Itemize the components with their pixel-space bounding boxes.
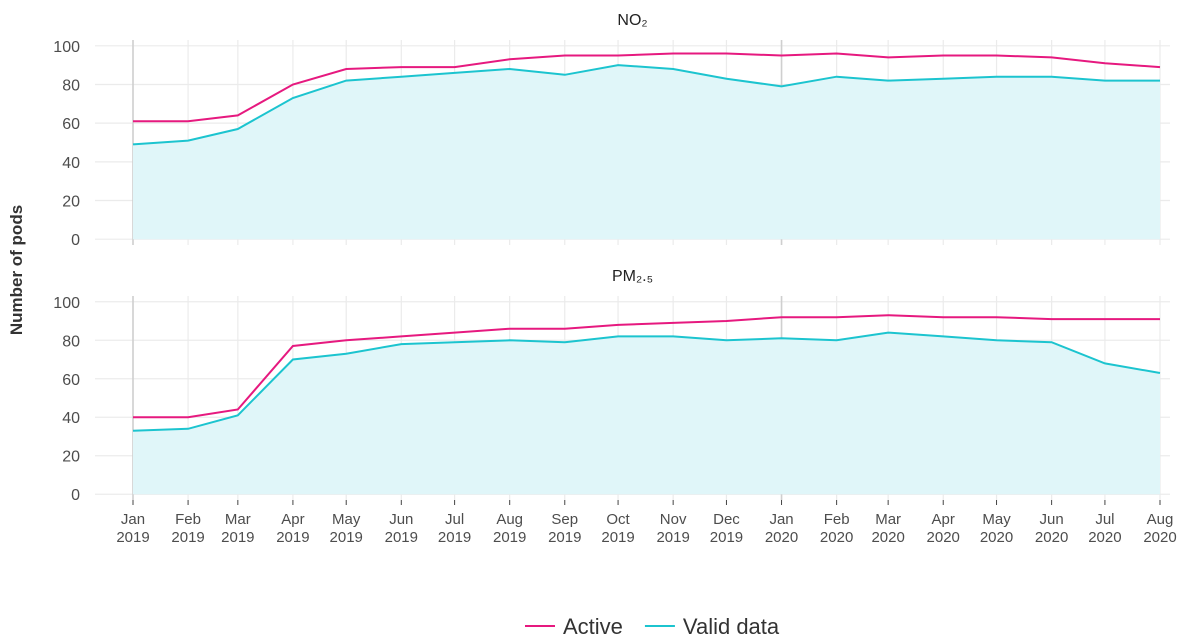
x-tick-label: Jun 2019 xyxy=(385,511,418,546)
x-tick-label: Jan 2020 xyxy=(765,511,798,546)
y-tick-label: 100 xyxy=(53,39,80,56)
y-tick-label: 20 xyxy=(62,194,80,211)
x-tick-label: Jun 2020 xyxy=(1035,511,1068,546)
x-tick-label: Oct 2019 xyxy=(601,511,634,546)
x-tick-label: Aug 2019 xyxy=(493,511,526,546)
line xyxy=(132,64,1160,146)
x-tick-label: May 2020 xyxy=(980,511,1013,546)
legend-label: Active xyxy=(563,614,623,639)
x-tick-label: Dec 2019 xyxy=(710,511,743,546)
y-axis-title: Number of pods xyxy=(7,205,26,335)
x-tick-label: Mar 2019 xyxy=(221,511,254,546)
y-tick-label: 100 xyxy=(53,295,80,312)
x-tick-label: Apr 2019 xyxy=(276,511,309,546)
x-tick-label: Feb 2020 xyxy=(820,511,853,546)
y-tick-label: 60 xyxy=(62,372,80,389)
y-tick-label: 60 xyxy=(62,116,80,133)
line xyxy=(133,52,1161,123)
x-tick-label: Apr 2020 xyxy=(927,511,960,546)
y-tick-label: 40 xyxy=(62,155,80,172)
x-tick-label: Jul 2020 xyxy=(1088,511,1121,546)
x-tick-label: Jul 2019 xyxy=(438,511,471,546)
x-tick-label: Sep 2019 xyxy=(548,511,581,546)
y-tick-label: 40 xyxy=(62,410,80,427)
x-tick-label: Aug 2020 xyxy=(1143,511,1176,546)
line xyxy=(133,314,1160,419)
area xyxy=(133,65,1160,240)
y-tick-label: 20 xyxy=(62,449,80,466)
line xyxy=(132,331,1161,432)
y-tick-label: 80 xyxy=(62,77,80,94)
x-tick-label: May 2019 xyxy=(330,511,363,546)
y-tick-label: 0 xyxy=(71,232,80,249)
panel-title: NO₂ xyxy=(617,12,647,29)
x-tick-label: Nov 2019 xyxy=(656,511,689,546)
x-tick-label: Mar 2020 xyxy=(871,511,904,546)
y-tick-label: 0 xyxy=(71,487,80,504)
area xyxy=(133,332,1160,495)
x-tick-label: Jan 2019 xyxy=(116,511,149,546)
y-tick-label: 80 xyxy=(62,333,80,350)
panel-title: PM₂.₅ xyxy=(612,268,653,285)
x-tick-label: Feb 2019 xyxy=(171,511,204,546)
legend-label: Valid data xyxy=(683,614,780,639)
